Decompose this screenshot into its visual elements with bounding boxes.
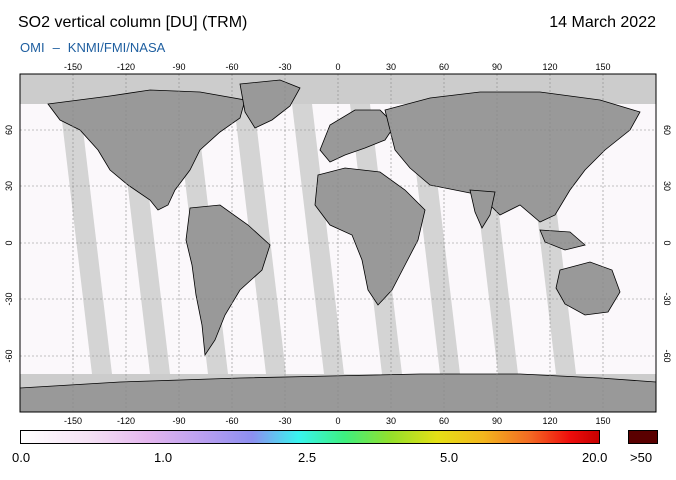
lat-tick: 30 — [662, 181, 672, 191]
lon-tick: 90 — [492, 62, 502, 72]
lat-tick: 60 — [662, 125, 672, 135]
lon-tick: -30 — [278, 416, 291, 426]
map-frame — [19, 73, 657, 413]
lon-tick: 120 — [542, 416, 557, 426]
left-lat-ticks: 60 30 0 -30 -60 — [4, 125, 14, 363]
lon-tick: 30 — [386, 416, 396, 426]
south-america — [185, 204, 271, 357]
top-lon-ticks: -150 -120 -90 -60 -30 0 30 60 90 120 150 — [64, 62, 611, 72]
colorbar-overflow-swatch — [628, 430, 658, 444]
india — [469, 189, 496, 229]
colorbar-label-over-50: >50 — [630, 450, 653, 465]
map-date: 14 March 2022 — [549, 14, 656, 31]
colorbar-label-0: 0.0 — [12, 450, 31, 465]
maritime-asia — [539, 229, 586, 251]
colorbar-label-2-5: 2.5 — [298, 450, 317, 465]
lon-tick: 0 — [335, 416, 340, 426]
colorbar-label-1: 1.0 — [154, 450, 173, 465]
lat-tick: 30 — [4, 181, 14, 191]
credit-line: OMI – KNMI/FMI/NASA — [20, 40, 165, 55]
right-lat-ticks: 60 30 0 -30 -60 — [662, 125, 672, 363]
lon-tick: 120 — [542, 62, 557, 72]
credit-agencies: KNMI/FMI/NASA — [67, 40, 166, 55]
bottom-lon-ticks: -150 -120 -90 -60 -30 0 30 60 90 120 150 — [64, 416, 611, 426]
lat-tick: -30 — [4, 292, 14, 305]
lon-tick: -60 — [225, 62, 238, 72]
lon-tick: -30 — [278, 62, 291, 72]
africa — [314, 167, 426, 306]
lon-tick: -150 — [64, 416, 82, 426]
credit-instrument: OMI — [20, 40, 45, 55]
lon-tick: -60 — [225, 416, 238, 426]
lon-tick: 90 — [492, 416, 502, 426]
lon-tick: 30 — [386, 62, 396, 72]
lon-tick: 150 — [595, 416, 610, 426]
graticule — [20, 74, 656, 412]
colorbar-label-20: 20.0 — [582, 450, 608, 465]
australia — [555, 261, 621, 316]
colorbar — [20, 430, 600, 444]
lon-tick: 60 — [439, 416, 449, 426]
lat-tick: -30 — [662, 292, 672, 305]
lat-tick: 0 — [662, 240, 672, 245]
asia — [384, 91, 641, 223]
credit-separator: – — [52, 40, 60, 55]
europe — [319, 109, 396, 163]
lat-tick: 0 — [4, 240, 14, 245]
lon-tick: 0 — [335, 62, 340, 72]
lat-tick: -60 — [4, 349, 14, 362]
lat-tick: 60 — [4, 125, 14, 135]
lat-tick: -60 — [662, 349, 672, 362]
lon-tick: -120 — [117, 62, 135, 72]
lon-tick: 150 — [595, 62, 610, 72]
lon-tick: 60 — [439, 62, 449, 72]
colorbar-label-5: 5.0 — [440, 450, 459, 465]
lon-tick: -150 — [64, 62, 82, 72]
lon-tick: -90 — [172, 416, 185, 426]
north-america — [47, 89, 246, 211]
lon-tick: -120 — [117, 416, 135, 426]
lon-tick: -90 — [172, 62, 185, 72]
map-title: SO2 vertical column [DU] (TRM) — [18, 14, 248, 31]
